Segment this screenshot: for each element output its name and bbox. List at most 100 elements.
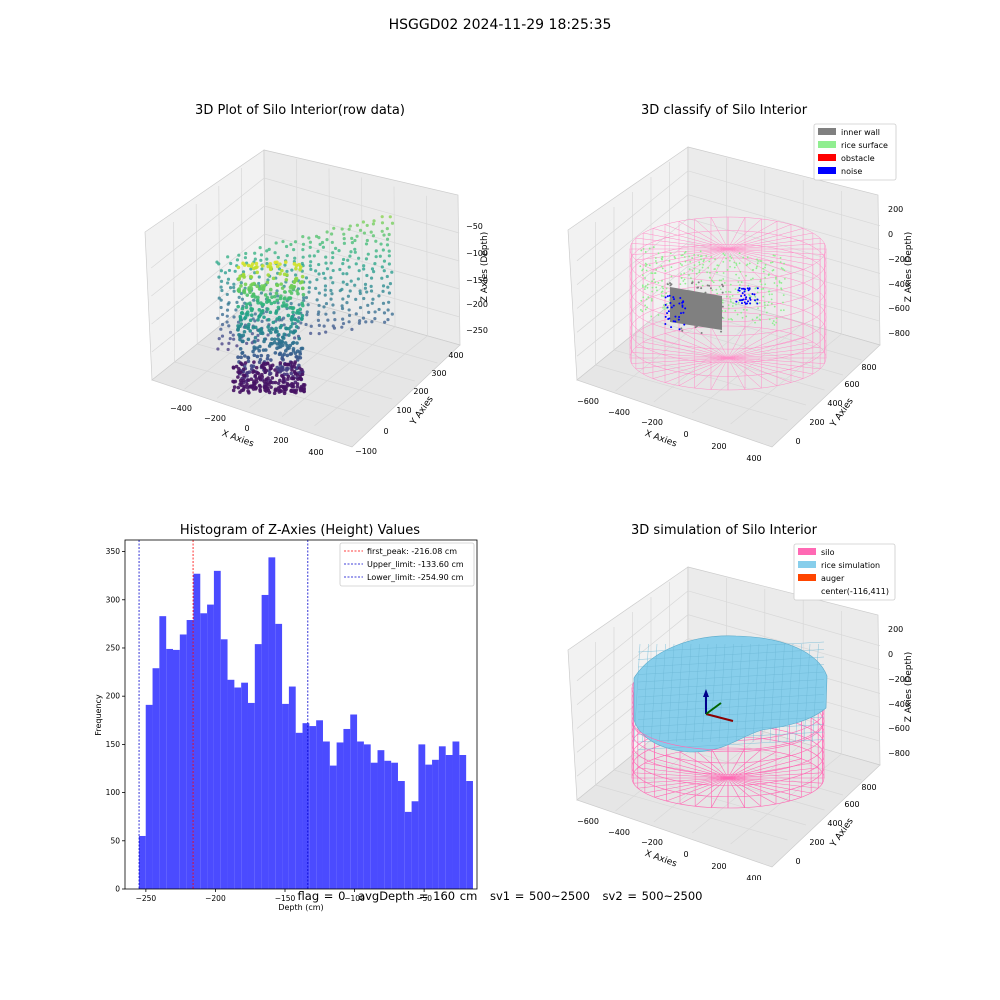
inner-wall-point [689,316,692,319]
scatter-point [346,258,350,262]
x-tick: 0 [683,430,688,439]
scatter-point [243,361,248,365]
scatter-point [300,301,305,306]
legend-label: Lower_limit: -254.90 cm [367,573,464,582]
z-tick: −200 [888,675,910,684]
rice-surface-point [746,256,749,259]
auger-y-arrow [705,702,722,715]
scatter-point [285,343,289,348]
scatter-point [299,265,303,269]
silo-spoke [727,754,790,779]
z-axis-label: Z Axies (Depth) [904,652,914,723]
scatter-point [358,228,363,232]
scatter-point [383,320,387,324]
z-tick: 200 [888,205,903,214]
scatter-point [380,265,384,269]
silo-spoke [643,232,729,250]
scatter-point [299,321,303,325]
rice-surface-point [683,252,686,254]
rice-surface-point [739,284,741,286]
scatter-point [225,320,229,324]
scatter-point [243,315,248,320]
scatter-point [298,280,303,285]
rice-surface-point [733,261,736,264]
x-tick: 200 [711,862,726,871]
rice-surface-point [642,296,645,299]
rice-surface-point [695,272,698,275]
scatter-point [273,380,278,385]
scatter-point [253,257,257,261]
rice-surface-point [661,279,663,282]
silo-spoke [727,357,813,375]
rice-surface-point [654,272,657,274]
rice-surface-point [748,262,751,265]
legend-label: rice simulation [821,561,880,570]
histogram-title: Histogram of Z-Axies (Height) Values [179,523,421,538]
grid-line [218,185,221,327]
rice-surface-point [708,260,711,263]
rice-surface-point [716,271,718,274]
silo-spoke [727,357,804,379]
histogram-chart: −250 −200 −150 −100 −50 0 50 100 150 200 250 300 35… [94,539,478,912]
rice-surface-point [759,260,762,262]
rice-surface-point [693,253,696,256]
scatter-point [275,283,280,288]
scatter-point [385,227,389,231]
scatter-point [243,256,248,260]
scatter-point [252,347,257,351]
rice-surface-point [737,291,739,294]
scatter-point [329,297,333,301]
scatter-point [227,341,231,345]
scatter-point [219,305,223,310]
z-tick: −100 [466,249,488,258]
legend-label: rice surface [841,141,888,150]
scatter-point [297,303,301,307]
scatter-point [259,258,263,262]
surface-mesh-line [659,643,666,743]
scatter-point [387,262,391,266]
scatter-point [350,241,354,245]
noise-point [672,320,675,323]
scatter-point [386,318,390,322]
grid-line [576,170,881,262]
scatter-point [258,344,262,349]
grid-line [576,614,881,705]
plot-frame [124,539,478,890]
silo-spoke [727,758,802,779]
scatter-point [316,249,320,253]
rice-surface-point [709,277,712,279]
floor-pane [151,289,461,448]
x-tick: 400 [308,448,323,457]
silo-spoke [727,333,792,359]
classified-points [639,246,786,335]
rice-surface-point [682,280,685,282]
grid-line [184,298,298,390]
scatter-point [219,269,223,273]
noise-point [737,289,740,292]
noise-point [744,288,747,291]
scatter-point [269,358,273,362]
scatter-point [246,337,251,342]
rice-surface-point [758,302,761,304]
silo-spoke [633,772,729,779]
scatter-point [265,296,270,300]
silo-spoke [727,221,778,250]
x-tick: −400 [608,408,630,417]
surface-mesh-line [637,739,825,750]
scatter-point [248,318,253,323]
surface-mesh-line [667,643,675,743]
rice-surface-point [699,250,702,253]
scatter-point [244,251,248,256]
legend-label: noise [841,167,862,176]
scatter-point [381,284,386,288]
rice-surface-point [780,267,783,269]
rice-surface-point [763,306,766,309]
legend: inner wall rice surface obstacle noise [813,123,897,181]
inner-wall-point [721,283,724,286]
y-tick-label: 100 [106,788,121,797]
scatter-point [340,227,344,231]
scatter-point [371,234,376,238]
scatter-point [298,307,303,312]
silo-spoke [727,224,792,250]
scatter-point [308,280,312,284]
